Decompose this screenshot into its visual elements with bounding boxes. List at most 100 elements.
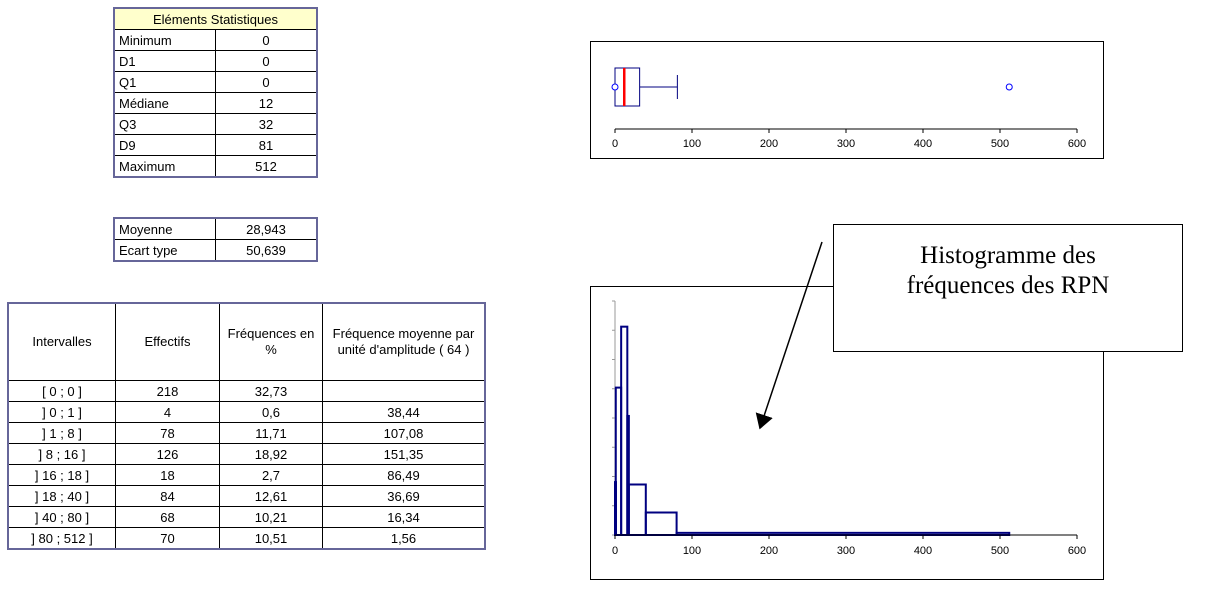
stat-value: 0	[215, 50, 318, 72]
stat-value: 12	[215, 92, 318, 114]
cell-interval: ] 18 ; 40 ]	[7, 485, 116, 507]
cell-freq: 0,6	[219, 401, 323, 423]
table-row: ] 18 ; 40 ] 84 12,61 36,69	[7, 485, 486, 507]
stats-table: Eléments Statistiques Minimum 0 D1 0 Q1 0 M…	[113, 7, 318, 178]
col-header-freq-percent: Fréquences en %	[219, 302, 323, 381]
histogram-bar	[627, 483, 647, 537]
mean-table: Moyenne 28,943 Ecart type 50,639	[113, 217, 318, 262]
table-row: Q3 32	[113, 113, 318, 135]
cell-interval: ] 1 ; 8 ]	[7, 422, 116, 444]
col-header-mean-freq: Fréquence moyenne par unité d'amplitude …	[322, 302, 486, 381]
cell-count: 68	[115, 506, 220, 528]
iqr-box	[614, 67, 641, 107]
table-row: Moyenne 28,943	[113, 217, 318, 240]
stat-label: Médiane	[113, 92, 216, 114]
cell-mean-freq	[322, 380, 486, 402]
cell-freq: 10,51	[219, 527, 323, 550]
boxplot-chart: 0 100 200 300 400 500 600	[590, 41, 1104, 159]
cell-mean-freq: 38,44	[322, 401, 486, 423]
histogram-bar	[644, 511, 678, 536]
stat-value: 0	[215, 71, 318, 93]
stat-label: D9	[113, 134, 216, 156]
cell-interval: ] 8 ; 16 ]	[7, 443, 116, 465]
table-row: ] 16 ; 18 ] 18 2,7 86,49	[7, 464, 486, 486]
histogram-svg: 0 100 200 300 400 500 600	[612, 300, 1086, 557]
x-tick-label: 0	[612, 138, 618, 150]
cell-mean-freq: 86,49	[322, 464, 486, 486]
stat-label: Q1	[113, 71, 216, 93]
cell-count: 84	[115, 485, 220, 507]
x-tick-label: 300	[837, 545, 855, 557]
table-row: ] 40 ; 80 ] 68 10,21 16,34	[7, 506, 486, 528]
x-tick-label: 100	[683, 545, 701, 557]
stat-value: 81	[215, 134, 318, 156]
cell-mean-freq: 16,34	[322, 506, 486, 528]
table-header-row: Intervalles Effectifs Fréquences en % Fr…	[7, 302, 486, 381]
table-row: ] 8 ; 16 ] 126 18,92 151,35	[7, 443, 486, 465]
table-row: [ 0 ; 0 ] 218 32,73	[7, 380, 486, 402]
callout-line-1: Histogramme des	[920, 242, 1096, 269]
mean-value: 28,943	[215, 217, 318, 240]
table-row: Médiane 12	[113, 92, 318, 114]
stat-label: Minimum	[113, 29, 216, 51]
cell-count: 126	[115, 443, 220, 465]
callout-line-2: fréquences des RPN	[906, 272, 1110, 299]
table-row: D1 0	[113, 50, 318, 72]
mean-label: Moyenne	[113, 217, 216, 240]
cell-interval: ] 80 ; 512 ]	[7, 527, 116, 550]
frequency-table: Intervalles Effectifs Fréquences en % Fr…	[7, 302, 486, 550]
std-value: 50,639	[215, 239, 318, 262]
x-tick-label: 600	[1068, 545, 1086, 557]
stat-label: Q3	[113, 113, 216, 135]
x-tick-label: 0	[612, 545, 618, 557]
table-row: Maximum 512	[113, 155, 318, 178]
cell-mean-freq: 151,35	[322, 443, 486, 465]
cell-freq: 12,61	[219, 485, 323, 507]
cell-freq: 2,7	[219, 464, 323, 486]
cell-mean-freq: 1,56	[322, 527, 486, 550]
col-header-counts: Effectifs	[115, 302, 220, 381]
cell-count: 78	[115, 422, 220, 444]
x-tick-label: 400	[914, 138, 932, 150]
x-tick-label: 600	[1068, 138, 1086, 150]
cell-interval: ] 0 ; 1 ]	[7, 401, 116, 423]
std-label: Ecart type	[113, 239, 216, 262]
cell-interval: ] 40 ; 80 ]	[7, 506, 116, 528]
x-tick-label: 300	[837, 138, 855, 150]
col-header-intervals: Intervalles	[7, 302, 116, 381]
table-row: D9 81	[113, 134, 318, 156]
stat-label: Maximum	[113, 155, 216, 178]
cell-mean-freq: 107,08	[322, 422, 486, 444]
cell-freq: 32,73	[219, 380, 323, 402]
boxplot-svg: 0 100 200 300 400 500 600	[611, 67, 1086, 150]
cell-freq: 10,21	[219, 506, 323, 528]
outlier-point	[611, 83, 619, 91]
cell-interval: [ 0 ; 0 ]	[7, 380, 116, 402]
table-row: ] 80 ; 512 ] 70 10,51 1,56	[7, 527, 486, 550]
cell-count: 218	[115, 380, 220, 402]
histogram-callout: Histogramme des fréquences des RPN	[833, 224, 1183, 352]
cell-freq: 11,71	[219, 422, 323, 444]
cell-count: 4	[115, 401, 220, 423]
x-tick-label: 200	[760, 138, 778, 150]
x-tick-label: 400	[914, 545, 932, 557]
table-row: ] 1 ; 8 ] 78 11,71 107,08	[7, 422, 486, 444]
cell-interval: ] 16 ; 18 ]	[7, 464, 116, 486]
x-tick-label: 500	[991, 138, 1009, 150]
cell-count: 70	[115, 527, 220, 550]
stat-value: 512	[215, 155, 318, 178]
outlier-point	[1005, 83, 1013, 91]
stats-table-title: Eléments Statistiques	[113, 7, 318, 30]
table-row: ] 0 ; 1 ] 4 0,6 38,44	[7, 401, 486, 423]
stat-value: 0	[215, 29, 318, 51]
table-row: Q1 0	[113, 71, 318, 93]
stat-label: D1	[113, 50, 216, 72]
stat-value: 32	[215, 113, 318, 135]
x-tick-label: 500	[991, 545, 1009, 557]
x-tick-label: 200	[760, 545, 778, 557]
cell-mean-freq: 36,69	[322, 485, 486, 507]
cell-freq: 18,92	[219, 443, 323, 465]
table-row: Ecart type 50,639	[113, 239, 318, 262]
table-row: Minimum 0	[113, 29, 318, 51]
x-tick-label: 100	[683, 138, 701, 150]
